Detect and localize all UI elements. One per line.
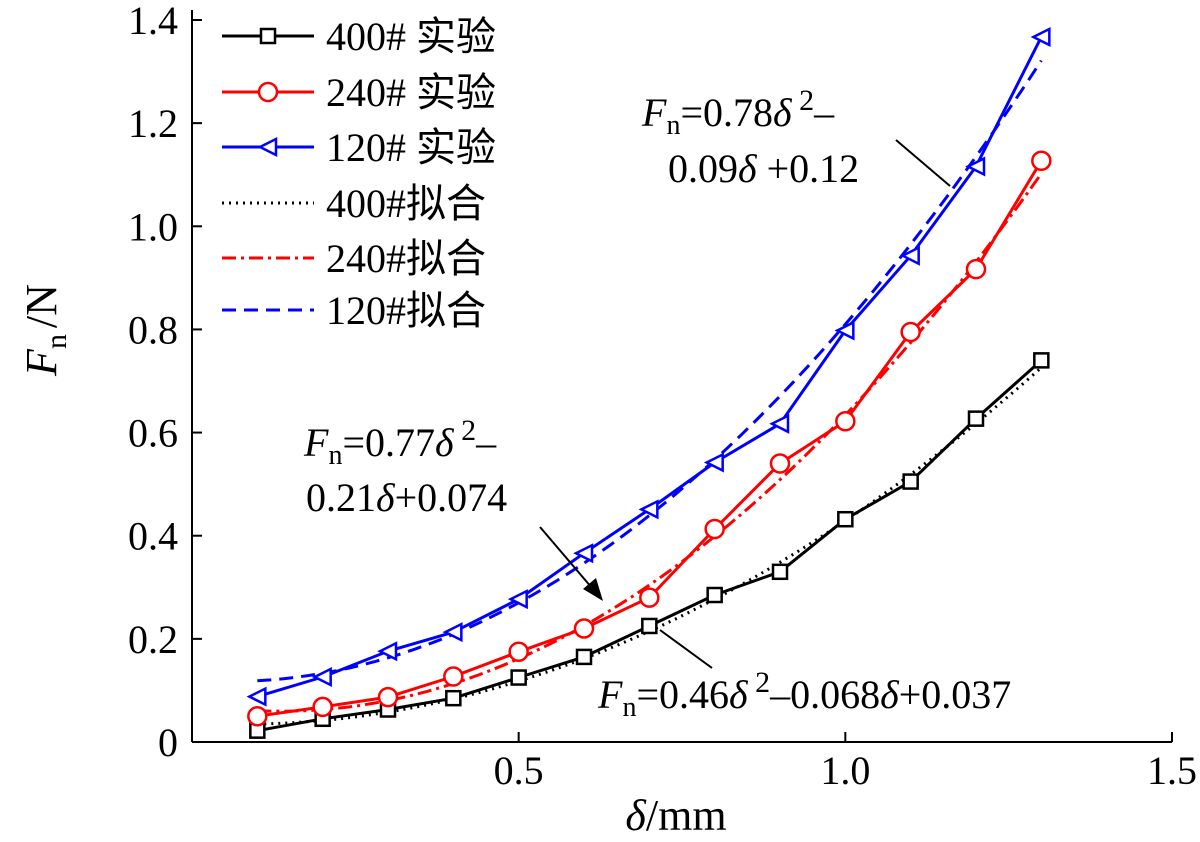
x-tick-label: 1.5 xyxy=(1147,748,1197,793)
data-point-square xyxy=(575,648,593,666)
x-axis-label: δ/mm xyxy=(625,791,726,840)
data-point-triangle xyxy=(1030,26,1051,48)
data-point-triangle xyxy=(442,622,463,643)
data-point-circle xyxy=(573,618,595,639)
y-tick-label: 0 xyxy=(158,720,178,765)
legend-label-400-fit: 400#拟合 xyxy=(326,181,486,226)
data-point-square xyxy=(967,410,985,427)
data-point-circle xyxy=(769,453,791,474)
legend-label-120-fit: 120#拟合 xyxy=(326,288,486,333)
data-point-circle xyxy=(312,696,333,718)
y-tick-label: 1.4 xyxy=(128,0,178,43)
data-point-circle xyxy=(900,321,921,343)
data-point-circle xyxy=(377,686,399,708)
x-tick-label: 1.0 xyxy=(820,748,870,793)
data-point-square xyxy=(510,669,527,686)
annotation-240-fit-arrowhead xyxy=(583,578,603,601)
annotation-120-fit-line2: 0.09δ +0.12 xyxy=(668,146,859,191)
data-point-square xyxy=(641,617,658,635)
data-point-circle xyxy=(835,410,856,432)
legend-item-400-fit: 400#拟合 xyxy=(222,181,486,226)
axis-ticks: 0 0.2 0.4 0.6 0.8 1.0 1.2 1.4 0.5 1.0 1.5 xyxy=(128,0,1197,793)
annotation-240-fit: Fn=0.77δ 2– 0.21δ+0.074 xyxy=(303,414,603,601)
annotation-240-fit-line2: 0.21δ+0.074 xyxy=(306,475,507,520)
data-point-triangle xyxy=(573,543,594,564)
legend-label-240-fit: 240#拟合 xyxy=(326,236,486,281)
data-point-triangle xyxy=(246,686,267,707)
y-axis-label: Fn/N xyxy=(17,284,73,377)
data-point-circle xyxy=(639,587,660,608)
data-point-circle xyxy=(1031,150,1052,172)
annotation-120-fit-line1: Fn=0.78δ 2– xyxy=(641,84,835,141)
annotation-400-fit-leader xyxy=(659,629,713,669)
legend-label-240-exp: 240# 实验 xyxy=(326,70,496,115)
fit-curves xyxy=(257,59,1043,726)
annotation-240-fit-line1: Fn=0.77δ 2– xyxy=(303,414,497,471)
legend-item-120-exp: 120# 实验 xyxy=(222,125,496,170)
legend-item-240-exp: 240# 实验 xyxy=(222,70,496,115)
data-point-square xyxy=(445,689,462,707)
y-tick-label: 1.2 xyxy=(128,101,178,146)
y-tick-label: 0.8 xyxy=(128,307,178,352)
data-point-triangle xyxy=(899,245,920,266)
data-point-circle xyxy=(443,666,464,687)
data-point-triangle xyxy=(638,499,659,520)
annotation-400-fit-line1: Fn=0.46δ 2–0.068δ+0.037 xyxy=(597,666,1011,723)
data-point-circle xyxy=(247,705,268,727)
fit-curve xyxy=(257,172,1043,713)
data-point-square xyxy=(706,586,723,604)
legend-label-400-exp: 400# 实验 xyxy=(326,14,496,59)
annotation-240-fit-leader xyxy=(539,526,593,589)
fit-curve xyxy=(257,59,1043,683)
data-point-circle xyxy=(508,641,529,662)
legend-item-120-fit: 120#拟合 xyxy=(222,288,486,333)
data-point-circle xyxy=(965,258,987,280)
data-point-circle xyxy=(704,518,725,540)
annotation-120-fit: Fn=0.78δ 2– 0.09δ +0.12 xyxy=(641,84,951,191)
legend-item-400-exp: 400# 实验 xyxy=(222,14,496,59)
legend-label-120-exp: 120# 实验 xyxy=(326,125,496,170)
y-tick-label: 0.6 xyxy=(128,411,178,456)
legend-item-240-fit: 240#拟合 xyxy=(222,236,486,281)
data-point-triangle xyxy=(834,320,855,341)
data-point-square xyxy=(902,473,919,490)
legend: 400# 实验 240# 实验 120# 实验 400#拟合 240#拟合 12… xyxy=(222,14,496,333)
data-point-triangle xyxy=(769,413,790,434)
y-tick-label: 0.2 xyxy=(128,617,178,662)
data-point-triangle xyxy=(965,156,986,177)
y-tick-label: 0.4 xyxy=(128,514,178,559)
data-markers xyxy=(246,26,1052,739)
annotation-120-fit-leader xyxy=(895,139,951,187)
data-point-triangle xyxy=(311,666,332,688)
data-point-triangle xyxy=(703,452,724,473)
data-point-triangle xyxy=(507,589,528,610)
y-tick-label: 1.0 xyxy=(128,204,178,249)
data-point-square xyxy=(771,563,789,581)
x-tick-label: 0.5 xyxy=(494,748,544,793)
data-point-square xyxy=(1033,352,1050,369)
annotation-400-fit: Fn=0.46δ 2–0.068δ+0.037 xyxy=(597,629,1011,723)
data-point-square xyxy=(837,510,854,528)
data-point-triangle xyxy=(377,641,398,662)
